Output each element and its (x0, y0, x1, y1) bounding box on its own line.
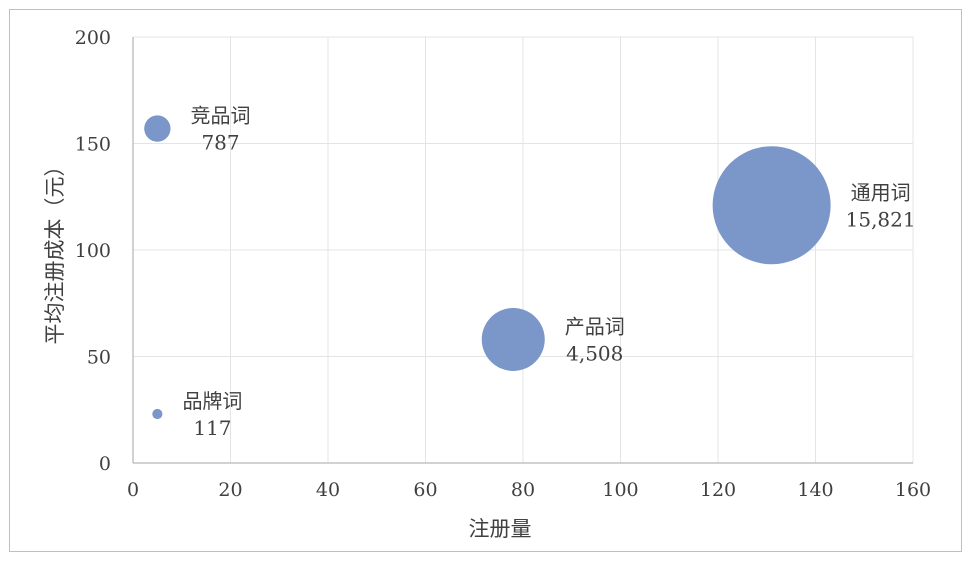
bubble-labels: 竞品词 787 品牌词 117 产品词 4,508 通用词 15,821 (182, 104, 915, 440)
bubble (144, 115, 171, 142)
chart-frame (9, 9, 962, 552)
x-tick-label: 60 (413, 479, 437, 501)
bubble-value-label: 15,821 (846, 207, 916, 231)
x-tick-label: 20 (218, 479, 242, 501)
bubble-value-label: 117 (193, 416, 231, 440)
bubble-category-label: 品牌词 (182, 389, 242, 413)
y-axis-title: 平均注册成本（元） (43, 156, 67, 345)
x-axis-ticks: 0 20 40 60 80 100 120 140 160 (127, 479, 931, 501)
x-tick-label: 120 (700, 479, 736, 501)
y-tick-label: 0 (99, 453, 111, 475)
x-tick-label: 80 (511, 479, 535, 501)
x-axis-title: 注册量 (469, 517, 532, 541)
x-tick-label: 40 (316, 479, 340, 501)
y-tick-label: 200 (75, 27, 111, 49)
axes (132, 37, 913, 464)
y-tick-label: 100 (75, 240, 111, 262)
bubble-category-label: 竞品词 (191, 104, 251, 128)
y-tick-label: 150 (75, 134, 111, 156)
x-tick-label: 140 (797, 479, 833, 501)
bubble (712, 146, 831, 265)
x-tick-label: 160 (895, 479, 931, 501)
bubble-value-label: 787 (201, 131, 239, 155)
y-axis-ticks: 0 50 100 150 200 (75, 27, 111, 475)
bubble (152, 408, 163, 420)
x-tick-label: 0 (127, 479, 139, 501)
x-tick-label: 100 (602, 479, 638, 501)
bubble-category-label: 通用词 (851, 180, 911, 204)
y-tick-label: 50 (87, 347, 111, 369)
bubble-category-label: 产品词 (565, 314, 625, 338)
bubble (481, 307, 545, 371)
bubble-value-label: 4,508 (566, 341, 623, 365)
bubbles (144, 115, 831, 420)
